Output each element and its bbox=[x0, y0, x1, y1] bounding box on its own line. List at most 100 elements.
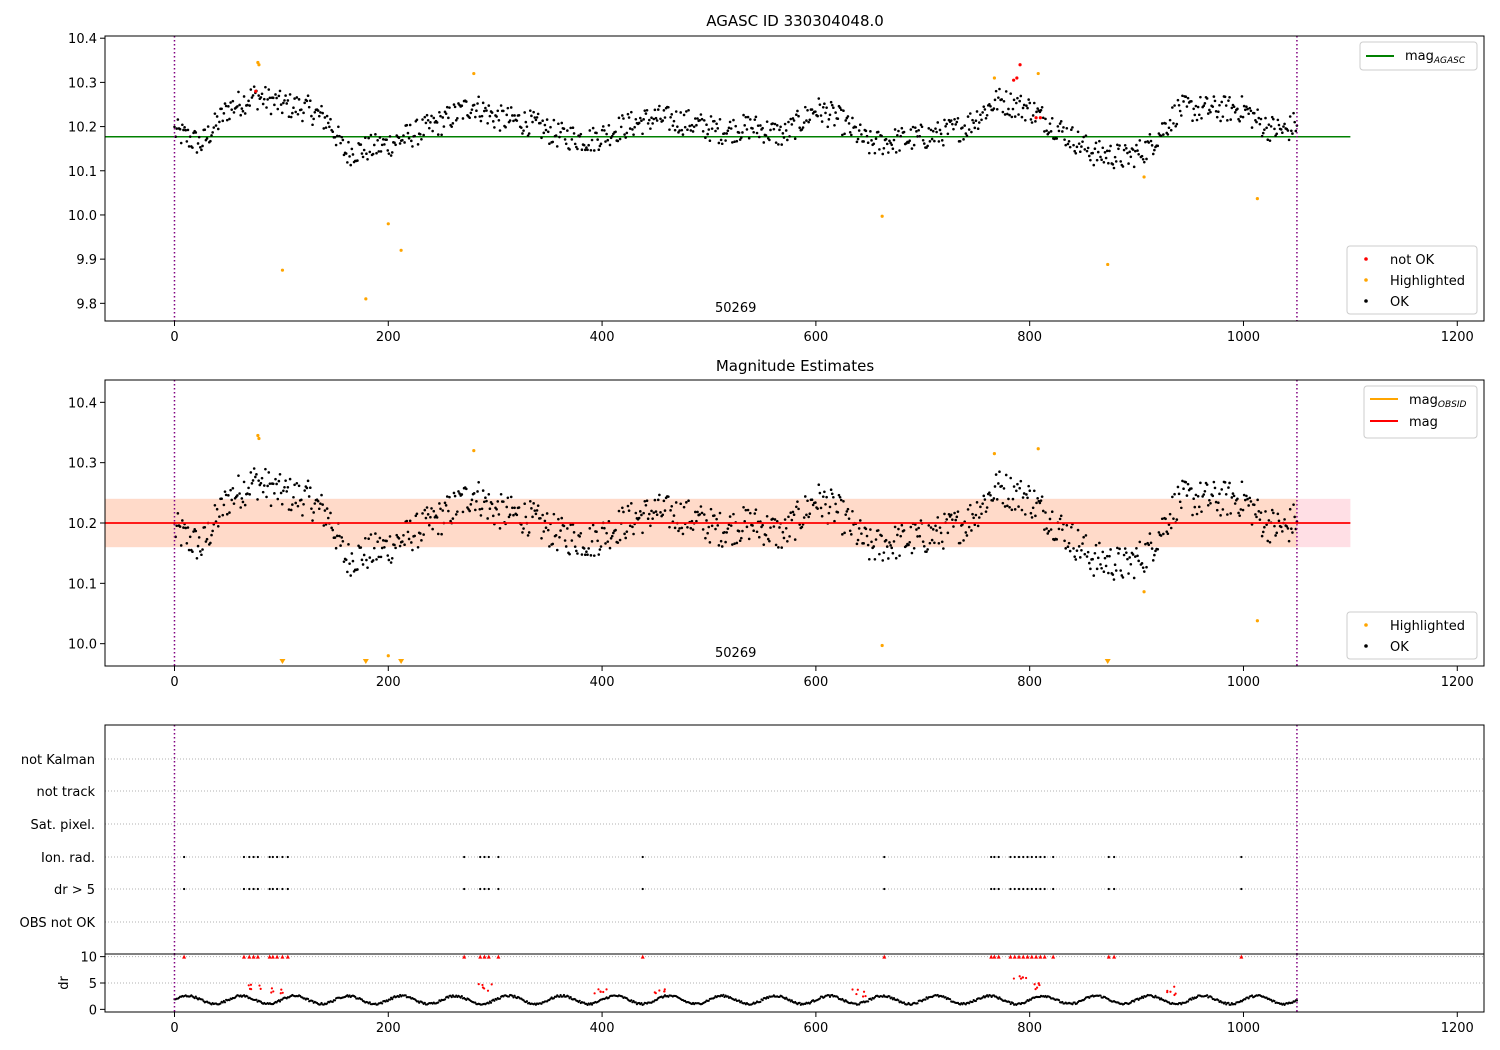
ok-point bbox=[945, 122, 949, 126]
not-ok-point bbox=[1012, 78, 1016, 82]
ok-point bbox=[820, 120, 824, 123]
ok-point bbox=[297, 484, 301, 488]
ok-point bbox=[1083, 148, 1087, 151]
ok-point bbox=[933, 541, 936, 545]
ok-point bbox=[251, 94, 255, 97]
ok-point bbox=[292, 106, 295, 110]
ok-point bbox=[661, 119, 665, 122]
flag-row-label: not Kalman bbox=[21, 753, 95, 768]
ok-point bbox=[899, 534, 903, 538]
ok-point bbox=[725, 132, 729, 135]
ok-point bbox=[1025, 104, 1028, 107]
ok-point bbox=[1246, 497, 1249, 501]
ok-point bbox=[277, 94, 281, 98]
ok-point bbox=[545, 512, 549, 515]
ok-point bbox=[942, 547, 945, 550]
ok-point bbox=[1260, 134, 1264, 138]
ok-point bbox=[179, 141, 183, 145]
ok-point bbox=[231, 99, 235, 103]
ok-point bbox=[715, 122, 718, 126]
ok-point bbox=[1040, 495, 1044, 498]
ok-point bbox=[344, 558, 348, 562]
ok-point bbox=[691, 130, 695, 133]
ok-point bbox=[1128, 150, 1131, 154]
ok-point bbox=[1001, 501, 1005, 505]
ok-point bbox=[443, 501, 447, 505]
ok-point bbox=[407, 537, 411, 541]
ok-point bbox=[1159, 134, 1163, 138]
ok-point bbox=[778, 128, 781, 132]
ok-point bbox=[710, 524, 714, 528]
ok-point bbox=[1074, 558, 1078, 561]
dr-not-ok-point bbox=[477, 982, 480, 986]
dr-point bbox=[1133, 1000, 1136, 1003]
ok-point bbox=[679, 111, 683, 114]
ok-point bbox=[642, 118, 645, 121]
ok-point bbox=[341, 540, 345, 543]
ok-point bbox=[1268, 540, 1272, 544]
ok-point bbox=[617, 509, 621, 513]
ok-point bbox=[321, 111, 324, 115]
lower-limit-marker bbox=[362, 659, 369, 664]
ok-point bbox=[441, 509, 445, 512]
y-tick-label: 10.1 bbox=[68, 577, 97, 592]
ok-point bbox=[322, 127, 326, 130]
ok-point bbox=[186, 526, 190, 529]
ok-point bbox=[783, 122, 787, 126]
ok-point bbox=[1277, 519, 1281, 523]
ok-point bbox=[729, 524, 733, 527]
ok-point bbox=[179, 544, 183, 547]
ok-point bbox=[1230, 106, 1234, 110]
highlighted-point bbox=[364, 297, 368, 301]
ok-point bbox=[656, 108, 660, 111]
ok-point bbox=[338, 534, 341, 538]
dr-clipped-marker bbox=[241, 954, 246, 959]
not-ok-point bbox=[254, 89, 258, 93]
ok-point bbox=[271, 96, 275, 100]
ok-point bbox=[527, 531, 531, 534]
ok-point bbox=[317, 114, 321, 118]
ok-point bbox=[1199, 481, 1202, 485]
ok-point bbox=[738, 138, 742, 141]
dr-point bbox=[1011, 1002, 1015, 1005]
ok-point bbox=[745, 128, 749, 131]
ok-point bbox=[970, 130, 973, 134]
flag-point bbox=[497, 855, 500, 859]
ok-point bbox=[977, 516, 981, 519]
ok-point bbox=[239, 506, 243, 509]
ok-point bbox=[580, 148, 584, 151]
ok-point bbox=[176, 512, 180, 515]
ok-point bbox=[680, 526, 684, 530]
ok-point bbox=[301, 119, 304, 123]
ok-point bbox=[677, 529, 680, 533]
ok-point bbox=[925, 550, 928, 553]
ok-point bbox=[698, 118, 702, 122]
dr-clipped-marker bbox=[1038, 954, 1043, 959]
ok-point bbox=[497, 513, 501, 516]
ok-point bbox=[1002, 487, 1006, 490]
dr-not-ok-point bbox=[1012, 977, 1015, 980]
ok-point bbox=[249, 471, 253, 474]
ok-point bbox=[601, 125, 605, 128]
ok-point bbox=[1168, 118, 1172, 122]
ok-point bbox=[817, 97, 821, 100]
ok-point bbox=[1223, 481, 1227, 484]
ok-point bbox=[998, 87, 1001, 91]
ok-point bbox=[805, 119, 808, 122]
flag-point bbox=[1113, 855, 1116, 859]
ok-point bbox=[993, 485, 997, 488]
ok-point bbox=[1122, 553, 1126, 557]
dr-point bbox=[512, 996, 515, 999]
dr-not-ok-point bbox=[1037, 982, 1040, 985]
ok-point bbox=[1229, 512, 1233, 515]
ok-point bbox=[621, 506, 624, 510]
ok-point bbox=[289, 115, 293, 119]
ok-point bbox=[250, 482, 254, 485]
ok-point bbox=[402, 533, 405, 537]
ok-point bbox=[521, 132, 524, 135]
ok-point bbox=[1094, 141, 1098, 145]
ok-point bbox=[670, 113, 674, 116]
dr-point bbox=[870, 998, 873, 1001]
ok-point bbox=[1030, 121, 1034, 124]
